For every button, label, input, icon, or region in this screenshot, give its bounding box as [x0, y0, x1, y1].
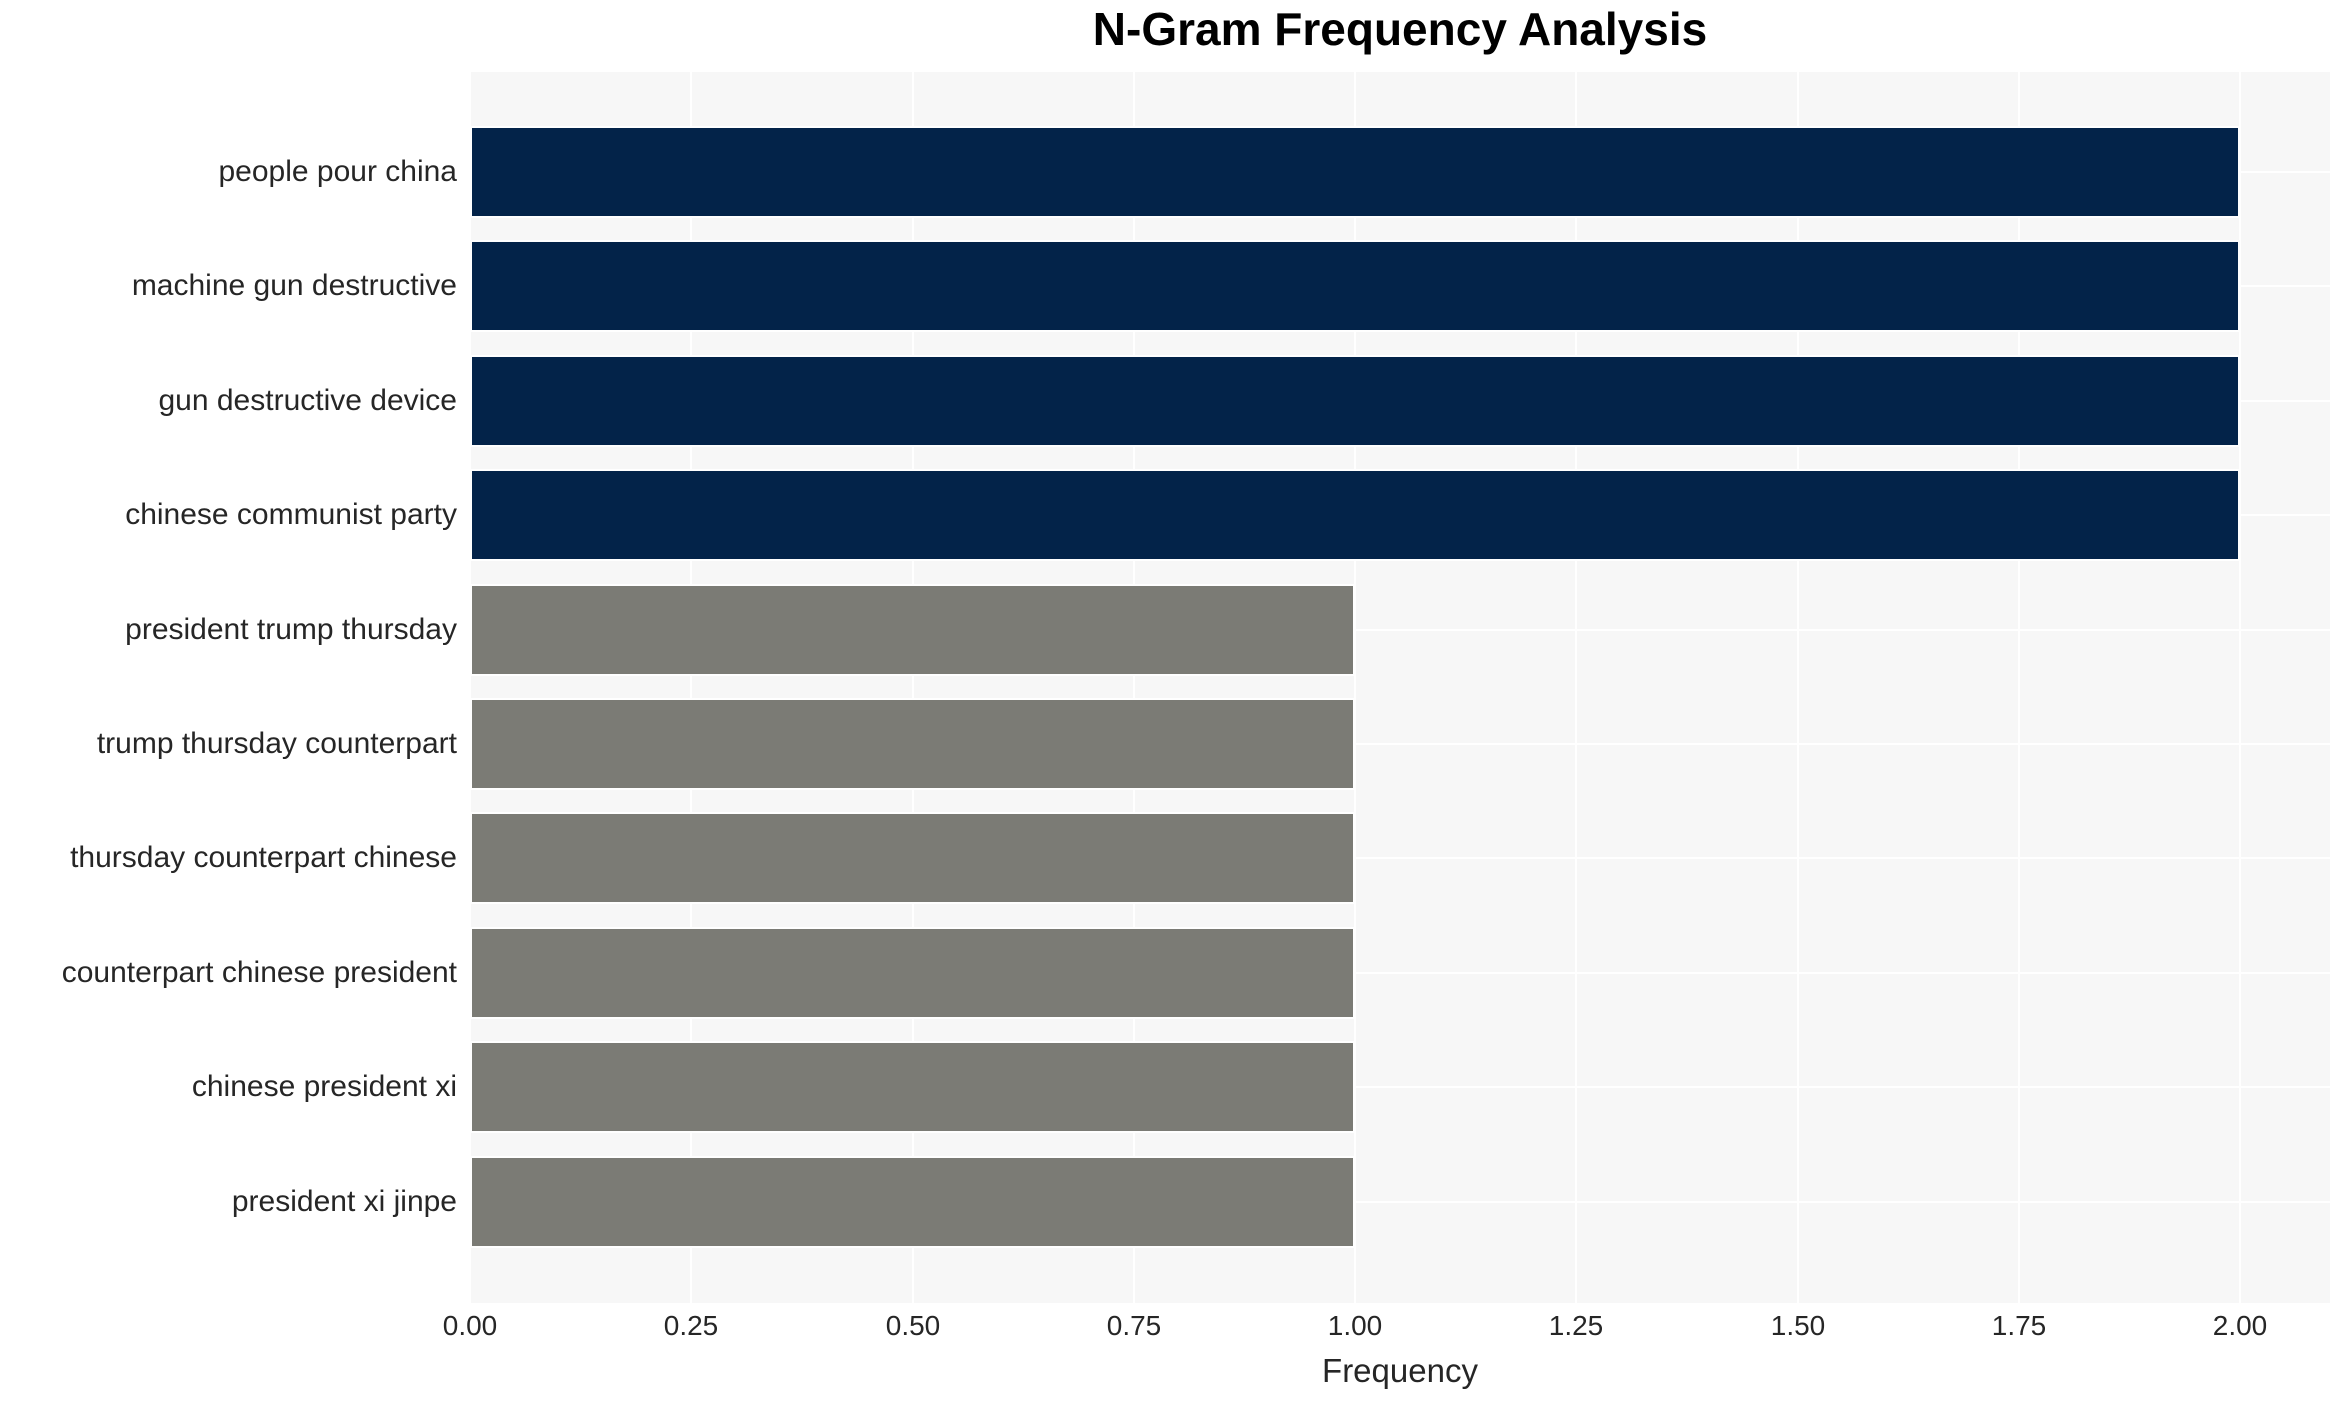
y-axis-label: trump thursday counterpart — [96, 727, 457, 760]
bar — [470, 126, 2240, 218]
y-axis-label: chinese communist party — [125, 498, 457, 531]
vertical-gridline — [1797, 72, 1799, 1303]
horizontal-gridline — [470, 1086, 2330, 1088]
vertical-gridline — [1575, 72, 1577, 1303]
x-axis-tick: 0.25 — [663, 1310, 719, 1341]
y-axis-label: gun destructive device — [158, 384, 457, 417]
horizontal-gridline — [470, 743, 2330, 745]
horizontal-gridline — [470, 1201, 2330, 1203]
vertical-gridline — [2239, 72, 2241, 1303]
x-axis-tick: 1.50 — [1770, 1310, 1826, 1341]
y-axis-label: people pour china — [218, 155, 457, 188]
x-axis-tick: 1.25 — [1548, 1310, 1604, 1341]
x-axis-label: Frequency — [1322, 1352, 1478, 1389]
vertical-gridline — [1133, 72, 1135, 1303]
bar — [470, 698, 1355, 790]
y-axis-label: president trump thursday — [125, 613, 457, 646]
x-axis-tick: 0.00 — [442, 1310, 498, 1341]
bar — [470, 584, 1355, 676]
y-axis-label: chinese president xi — [191, 1070, 457, 1103]
vertical-gridline — [2018, 72, 2020, 1303]
plot-area — [469, 72, 2330, 1303]
x-axis-tick: 0.75 — [1106, 1310, 1162, 1341]
bar — [470, 469, 2240, 561]
y-axis-label: machine gun destructive — [131, 269, 457, 302]
x-axis-tick: 0.50 — [885, 1310, 941, 1341]
chart-title: N-Gram Frequency Analysis — [1092, 3, 1708, 55]
vertical-gridline — [912, 72, 914, 1303]
vertical-gridline — [469, 72, 471, 1303]
bar — [470, 1156, 1355, 1248]
vertical-gridline — [1354, 72, 1356, 1303]
x-axis-tick: 1.00 — [1327, 1310, 1383, 1341]
bar — [470, 355, 2240, 447]
y-axis-label: thursday counterpart chinese — [70, 841, 457, 874]
vertical-gridline — [690, 72, 692, 1303]
bar — [470, 812, 1355, 904]
horizontal-gridline — [470, 972, 2330, 974]
horizontal-gridline — [470, 857, 2330, 859]
y-axis-label: president xi jinpe — [231, 1185, 457, 1218]
x-axis-tick: 1.75 — [1991, 1310, 2047, 1341]
bar — [470, 927, 1355, 1019]
horizontal-gridline — [470, 629, 2330, 631]
bar — [470, 1041, 1355, 1133]
bar — [470, 240, 2240, 332]
x-axis-tick: 2.00 — [2212, 1310, 2268, 1341]
y-axis-label: counterpart chinese president — [61, 956, 457, 989]
